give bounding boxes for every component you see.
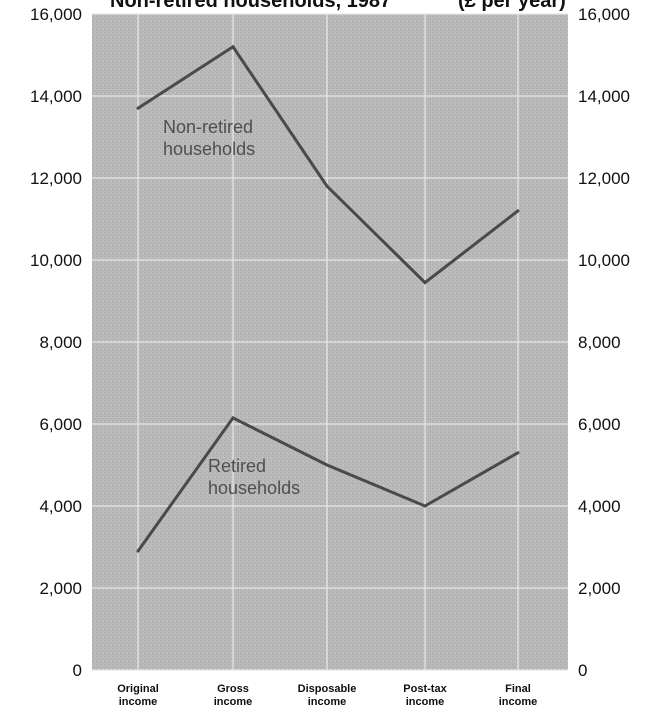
data-point (516, 451, 520, 455)
data-point (231, 416, 235, 420)
data-point (325, 463, 329, 467)
y-tick-label-right: 2,000 (578, 579, 621, 598)
series-label-retired: Retired households (208, 456, 300, 498)
x-tick-label: Post-tax income (403, 683, 447, 708)
data-point (231, 45, 235, 49)
data-point (325, 184, 329, 188)
y-tick-label-right: 8,000 (578, 333, 621, 352)
data-point (516, 209, 520, 213)
x-tick-label: Final income (499, 683, 538, 708)
y-tick-label-right: 14,000 (578, 87, 630, 106)
x-tick-label: Disposable income (298, 683, 357, 708)
series-labels: Non-retired households Retired households (163, 117, 300, 498)
data-point (423, 504, 427, 508)
y-tick-label-left: 6,000 (39, 415, 82, 434)
chart-title: Non-retired households, 1987 (110, 0, 392, 12)
y-tick-label-right: 4,000 (578, 497, 621, 516)
series-lines (136, 44, 520, 553)
x-tick-label: Gross income (214, 683, 253, 708)
y-axis-left: 0 2,000 4,000 6,000 8,000 10,000 12,000 14,000 1… (30, 5, 82, 680)
y-axis-right: 0 2,000 4,000 6,000 8,000 10,000 12,000 14,000 1… (578, 5, 630, 680)
y-tick-label-left: 14,000 (30, 87, 82, 106)
y-tick-label-left: 12,000 (30, 169, 82, 188)
chart-subtitle: (£ per year) (458, 0, 566, 12)
x-axis: Original income Gross income Disposable incom… (117, 683, 537, 708)
y-tick-label-left: 10,000 (30, 251, 82, 270)
y-tick-label-left: 0 (73, 661, 82, 680)
y-tick-label-right: 16,000 (578, 5, 630, 24)
y-tick-label-left: 2,000 (39, 579, 82, 598)
y-tick-label-right: 10,000 (578, 251, 630, 270)
y-tick-label-right: 6,000 (578, 415, 621, 434)
y-tick-label-left: 16,000 (30, 5, 82, 24)
data-point (423, 281, 427, 285)
x-tick-label: Original income (117, 683, 159, 708)
data-point (136, 549, 140, 553)
data-point (136, 106, 140, 110)
y-tick-label-left: 8,000 (39, 333, 82, 352)
series-label-non-retired: Non-retired households (163, 117, 255, 159)
y-tick-label-right: 12,000 (578, 169, 630, 188)
y-tick-label-right: 0 (578, 661, 587, 680)
y-tick-label-left: 4,000 (39, 497, 82, 516)
